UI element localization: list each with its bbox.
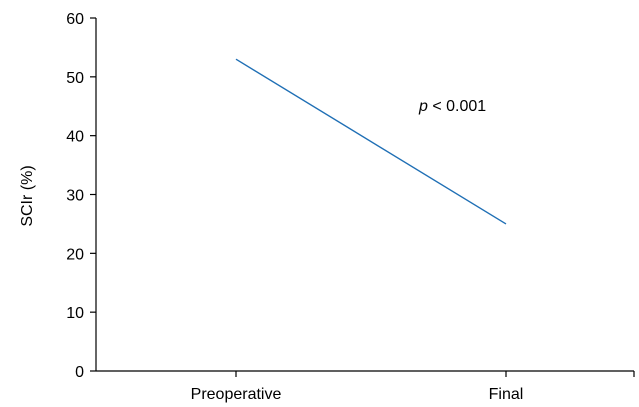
x-ticks: Preoperative Final <box>191 371 635 403</box>
y-tick-label: 40 <box>66 129 84 146</box>
p-value-annotation: p < 0.001 <box>418 98 486 115</box>
y-tick-label: 50 <box>66 70 84 87</box>
y-tick-label: 20 <box>66 246 84 263</box>
y-axis-label: SCIr (%) <box>19 165 36 226</box>
x-tick-label: Preoperative <box>191 386 282 403</box>
y-tick-label: 60 <box>66 11 84 28</box>
y-tick-label: 10 <box>66 305 84 322</box>
series-line <box>235 58 507 225</box>
y-ticks: 0 10 20 30 40 50 60 <box>66 11 96 381</box>
p-symbol: p <box>418 98 428 115</box>
y-tick-label: 30 <box>66 188 84 205</box>
y-tick-label: 0 <box>75 364 84 381</box>
x-tick-label: Final <box>489 386 524 403</box>
p-value-text: < 0.001 <box>428 98 486 115</box>
